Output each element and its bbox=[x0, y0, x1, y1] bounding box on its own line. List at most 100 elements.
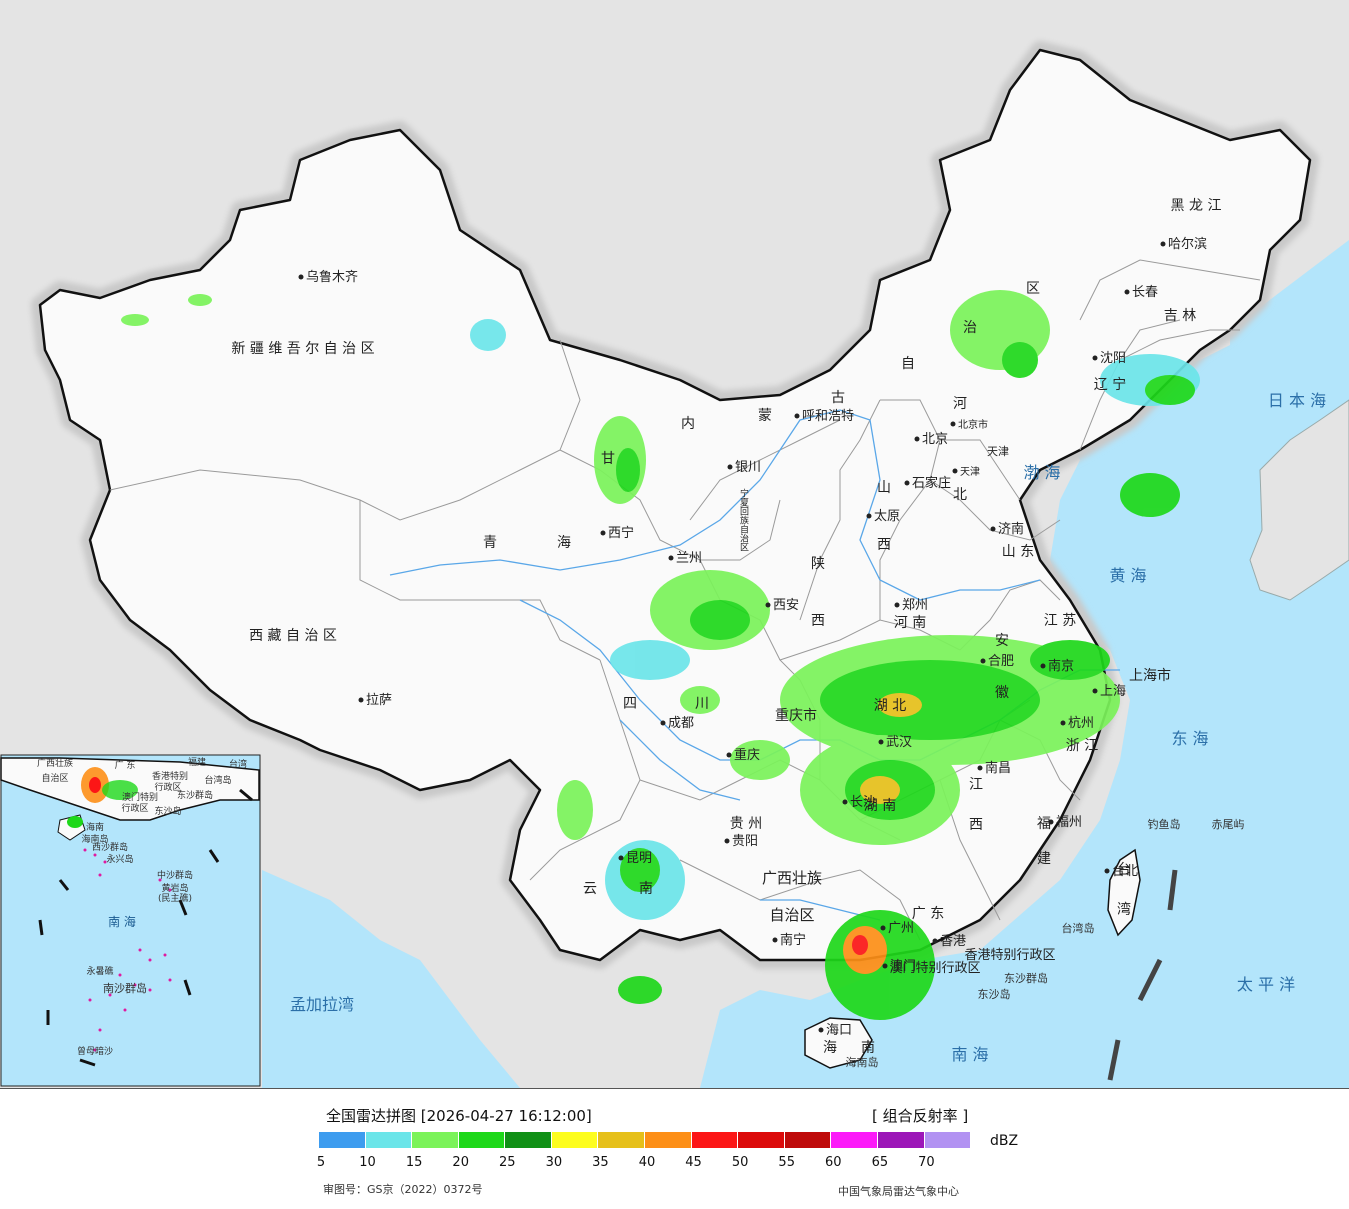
province-label-anhui_2: 徽 bbox=[995, 685, 1009, 701]
province-label-heilongjiang: 黑 龙 江 bbox=[1171, 198, 1222, 214]
province-label-hainan_1: 海 bbox=[823, 1040, 837, 1056]
scale-swatch bbox=[924, 1132, 972, 1148]
city-dot-guangzhou bbox=[880, 925, 886, 931]
province-label-qinghai_1: 青 bbox=[483, 535, 497, 551]
city-label-hangzhou: 杭州 bbox=[1068, 716, 1094, 731]
scale-tick: 20 bbox=[452, 1155, 469, 1170]
city-label-hongkong: 香港 bbox=[940, 934, 966, 949]
city-label-macao: 澳门 bbox=[890, 958, 916, 974]
scale-tick: 60 bbox=[825, 1155, 842, 1170]
city-label-nanning: 南宁 bbox=[780, 932, 806, 948]
echo-yunnan-west bbox=[557, 780, 593, 840]
inset-label: 东沙群岛 bbox=[177, 789, 213, 801]
inset-label: (民主礁) bbox=[158, 892, 192, 904]
inset-label: 黄岩岛 bbox=[161, 882, 188, 894]
echo-nmg-core bbox=[1002, 342, 1038, 378]
city-dot-harbin bbox=[1160, 241, 1166, 247]
sea-label-japan_sea: 日 本 海 bbox=[1268, 391, 1326, 410]
island-label-dongsha_islands: 东沙群岛 bbox=[1004, 971, 1048, 985]
city-label-changchun: 长春 bbox=[1132, 285, 1158, 300]
echo-sichuan bbox=[610, 640, 690, 680]
inset-label: 台湾岛 bbox=[204, 774, 231, 786]
city-dot-tianjin_city bbox=[952, 468, 958, 474]
province-label-nmg_3: 古 bbox=[831, 390, 845, 406]
city-dot-jinan bbox=[990, 526, 996, 532]
province-label-shanxi_2: 西 bbox=[877, 537, 891, 553]
city-label-taiyuan: 太原 bbox=[874, 509, 900, 524]
province-label-sichuan_2: 川 bbox=[695, 696, 709, 712]
province-label-nmg_1: 内 bbox=[681, 416, 695, 432]
legend-title: 全国雷达拼图 [2026-04-27 16:12:00] bbox=[326, 1107, 592, 1125]
province-label-jilin: 吉 林 bbox=[1164, 308, 1196, 324]
city-label-xining: 西宁 bbox=[608, 525, 634, 541]
province-label-nmg_2: 蒙 bbox=[758, 408, 772, 424]
city-label-hefei: 合肥 bbox=[988, 654, 1014, 669]
product-name: [ 组合反射率 ] bbox=[872, 1107, 969, 1125]
echo-sc-mid bbox=[680, 686, 720, 714]
city-dot-chengdu bbox=[660, 720, 666, 726]
inset-label: 台湾 bbox=[229, 758, 247, 770]
city-dot-guiyang bbox=[724, 838, 730, 844]
scale-swatch bbox=[738, 1132, 785, 1148]
inset-label: 广西壮族 bbox=[37, 757, 73, 769]
scale-tick: 35 bbox=[592, 1155, 609, 1170]
city-dot-nanjing bbox=[1040, 663, 1046, 669]
city-dot-xining bbox=[600, 530, 606, 536]
city-dot-zhengzhou bbox=[894, 602, 900, 608]
inset-label: 南 海 bbox=[108, 914, 136, 929]
echo-guangdong-red bbox=[852, 935, 868, 955]
province-label-yunnan_2: 南 bbox=[639, 881, 653, 897]
city-dot-urumqi bbox=[298, 274, 304, 280]
scale-tick: 15 bbox=[405, 1155, 423, 1170]
scale-swatch bbox=[691, 1132, 739, 1148]
city-dot-shijiazhuang bbox=[904, 480, 910, 486]
province-label-henan: 河 南 bbox=[894, 615, 926, 631]
province-label-shanghai: 上海市 bbox=[1129, 667, 1171, 684]
city-dot-hangzhou bbox=[1060, 720, 1066, 726]
echo-guangxi-south bbox=[618, 976, 662, 1004]
scale-tick: 65 bbox=[871, 1155, 889, 1170]
inset-label: 西沙群岛 bbox=[92, 841, 128, 853]
taiwan-island bbox=[1107, 848, 1141, 937]
city-label-jinan: 济南 bbox=[998, 521, 1024, 537]
island-label-hainan_island: 海南岛 bbox=[846, 1055, 879, 1069]
city-label-urumqi: 乌鲁木齐 bbox=[306, 269, 358, 285]
unit-label: dBZ bbox=[990, 1133, 1019, 1149]
legend-panel: 全国雷达拼图 [2026-04-27 16:12:00] [ 组合反射率 ] d… bbox=[0, 1088, 1349, 1209]
inset-label: 行政区 bbox=[121, 802, 148, 814]
province-label-hk_sar: 香港特别行政区 bbox=[964, 948, 1055, 963]
city-label-xian: 西安 bbox=[773, 598, 799, 613]
island-label-chiwei: 赤尾屿 bbox=[1212, 818, 1245, 831]
city-label-zhengzhou: 郑州 bbox=[902, 598, 928, 613]
province-label-shaanxi_2: 西 bbox=[811, 613, 825, 629]
province-label-macao_sar: 澳门特别行政区 bbox=[889, 960, 980, 976]
sea-label-pacific: 太 平 洋 bbox=[1237, 975, 1295, 994]
province-label-xinjiang: 新 疆 维 吾 尔 自 治 区 bbox=[231, 341, 374, 357]
city-label-lanzhou: 兰州 bbox=[676, 551, 702, 566]
inset-label: 曾母暗沙 bbox=[77, 1045, 113, 1057]
scale-tick: 5 bbox=[316, 1155, 326, 1170]
echo-hunan-yellow bbox=[860, 776, 900, 804]
province-label-guangxi_1: 广西壮族 bbox=[762, 869, 822, 887]
city-dot-wuhan bbox=[878, 739, 884, 745]
province-label-hunan: 湖 南 bbox=[864, 798, 896, 814]
scale-swatch bbox=[319, 1132, 366, 1148]
city-dot-shanghai_city bbox=[1092, 688, 1098, 694]
radar-echoes bbox=[121, 290, 1200, 1020]
city-label-shenyang: 沈阳 bbox=[1100, 351, 1126, 366]
province-label-gansu: 甘 bbox=[601, 451, 615, 467]
city-label-tianjin_city: 天津 bbox=[960, 466, 980, 478]
echo-jiangsu bbox=[1030, 640, 1110, 680]
inset-label: 中沙群岛 bbox=[157, 869, 193, 881]
city-dot-shenyang bbox=[1092, 355, 1098, 361]
city-dot-beijing bbox=[914, 436, 920, 442]
city-dot-chongqing_city bbox=[726, 752, 732, 758]
scale-swatch bbox=[458, 1132, 506, 1148]
province-label-taiwan_2: 湾 bbox=[1117, 901, 1131, 918]
scale-swatch bbox=[505, 1132, 552, 1148]
scale-swatch bbox=[365, 1132, 413, 1148]
inset-label: 海南 bbox=[86, 821, 104, 833]
province-label-hainan_2: 南 bbox=[861, 1040, 875, 1056]
island-label-dongsha_island: 东沙岛 bbox=[978, 987, 1011, 1001]
city-dot-hongkong bbox=[932, 938, 938, 944]
